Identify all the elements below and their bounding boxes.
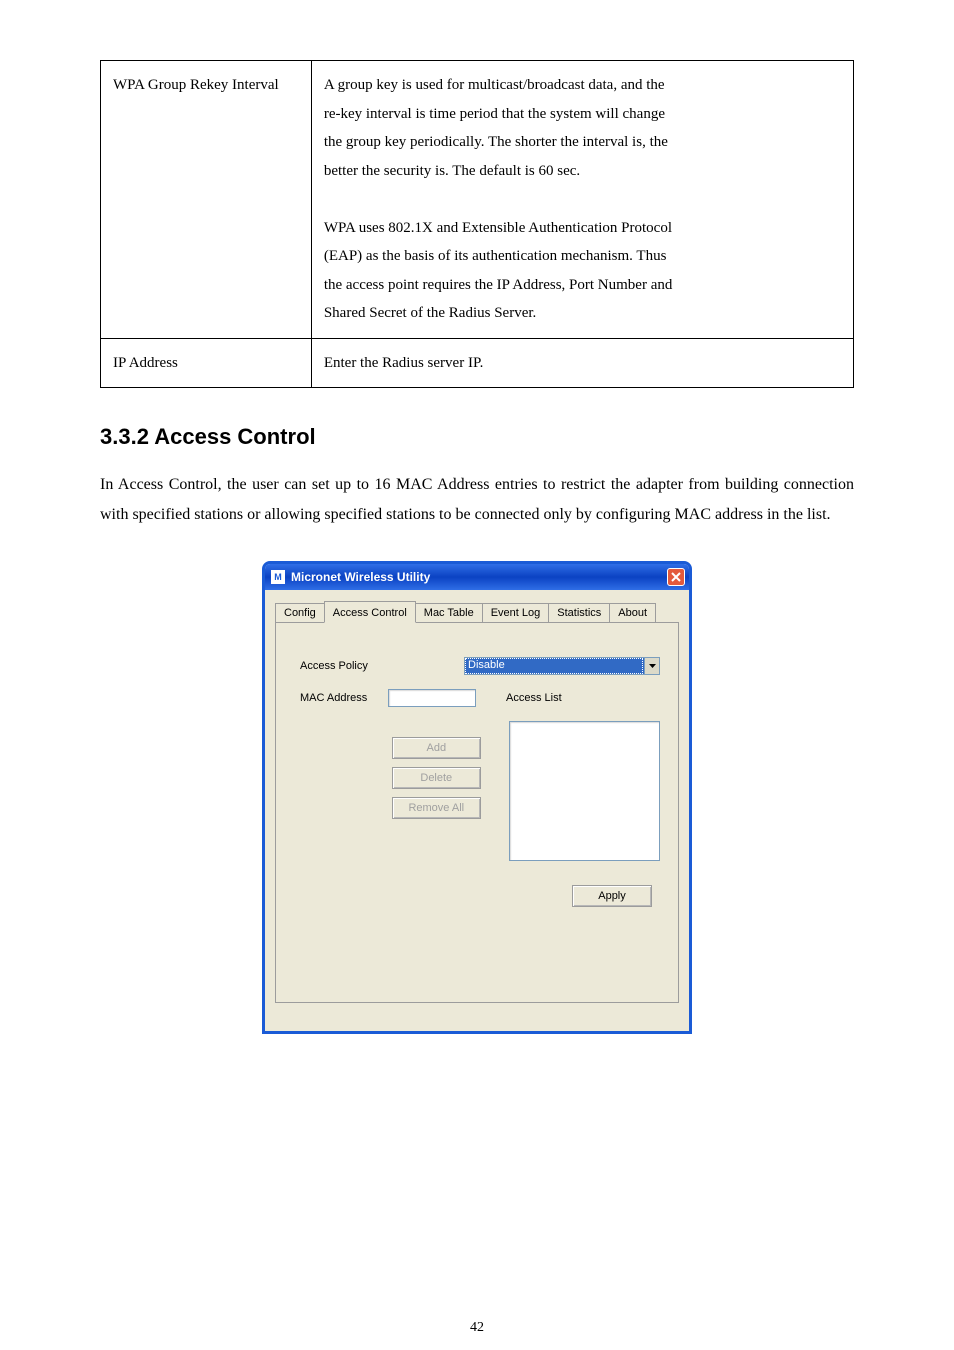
mac-address-input[interactable]	[388, 689, 476, 707]
definitions-table: WPA Group Rekey IntervalA group key is u…	[100, 60, 854, 388]
section-heading: 3.3.2 Access Control	[100, 424, 854, 450]
window-titlebar[interactable]: M Micronet Wireless Utility	[265, 564, 689, 590]
tabstrip: ConfigAccess ControlMac TableEvent LogSt…	[275, 600, 679, 623]
section-body: In Access Control, the user can set up t…	[100, 470, 854, 531]
table-cell-desc: A group key is used for multicast/broadc…	[311, 61, 853, 339]
section-number: 3.3.2	[100, 424, 149, 449]
row-mac-address: MAC Address Access List	[300, 689, 660, 707]
label-access-policy: Access Policy	[300, 660, 384, 672]
apply-row: Apply	[300, 885, 660, 907]
tab-access-control[interactable]: Access Control	[324, 601, 416, 623]
table-row: IP AddressEnter the Radius server IP.	[101, 338, 854, 388]
window-title: Micronet Wireless Utility	[291, 570, 667, 584]
table-cell-param: WPA Group Rekey Interval	[101, 61, 312, 339]
section-paragraph: In Access Control, the user can set up t…	[100, 470, 854, 531]
tab-event-log[interactable]: Event Log	[482, 603, 550, 622]
table-row: WPA Group Rekey IntervalA group key is u…	[101, 61, 854, 339]
row-access-policy: Access Policy Disable	[300, 657, 660, 675]
app-icon: M	[271, 570, 285, 584]
button-column: Add Delete Remove All	[392, 721, 481, 861]
dropdown-arrow-icon[interactable]	[644, 657, 660, 675]
access-policy-select[interactable]: Disable	[464, 657, 660, 675]
middle-block: Add Delete Remove All	[300, 721, 660, 861]
access-list-box[interactable]	[509, 721, 660, 861]
section-title: Access Control	[154, 424, 315, 449]
utility-window: M Micronet Wireless Utility ConfigAccess…	[262, 561, 692, 1034]
tab-config[interactable]: Config	[275, 603, 325, 622]
remove-all-button[interactable]: Remove All	[392, 797, 481, 819]
tab-mac-table[interactable]: Mac Table	[415, 603, 483, 622]
delete-button[interactable]: Delete	[392, 767, 481, 789]
tabpage-access-control: Access Policy Disable MAC Address	[275, 623, 679, 1003]
access-policy-value: Disable	[464, 657, 644, 675]
add-button[interactable]: Add	[392, 737, 481, 759]
page-number: 42	[0, 1320, 954, 1336]
tab-about[interactable]: About	[609, 603, 656, 622]
tab-statistics[interactable]: Statistics	[548, 603, 610, 622]
table-cell-desc: Enter the Radius server IP.	[311, 338, 853, 388]
apply-button[interactable]: Apply	[572, 885, 652, 907]
close-icon[interactable]	[667, 568, 685, 586]
window-client-area: ConfigAccess ControlMac TableEvent LogSt…	[265, 590, 689, 1031]
label-access-list: Access List	[506, 692, 562, 704]
label-mac-address: MAC Address	[300, 692, 388, 704]
document-page: WPA Group Rekey IntervalA group key is u…	[0, 0, 954, 1074]
table-cell-param: IP Address	[101, 338, 312, 388]
